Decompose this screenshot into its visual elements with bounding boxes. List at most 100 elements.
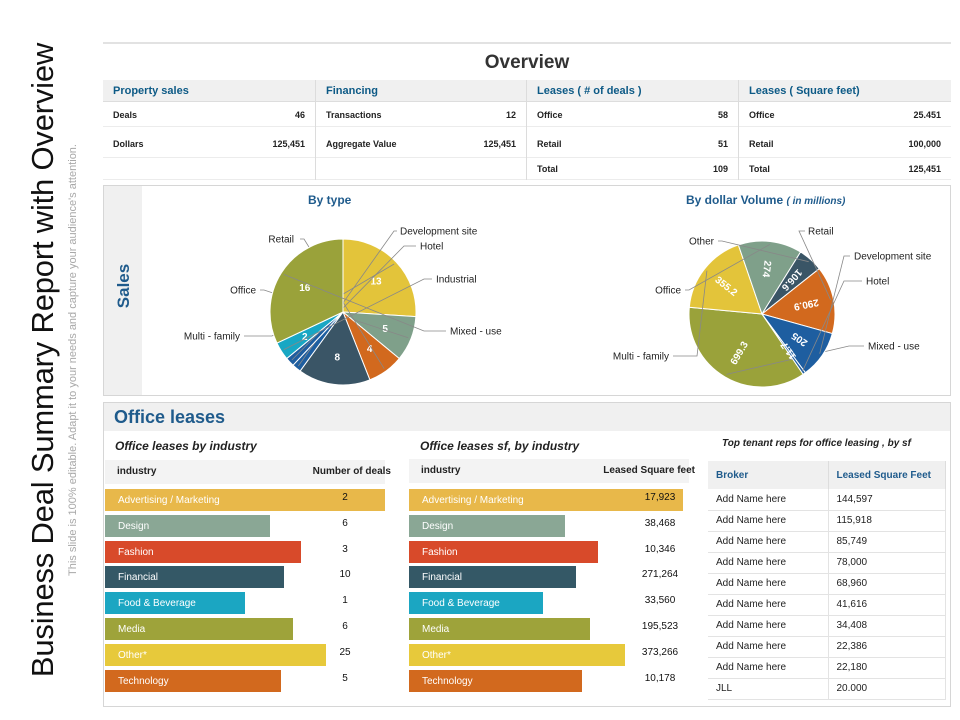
row-value: 125,451 bbox=[483, 138, 516, 149]
broker-name: Add Name here bbox=[708, 594, 829, 616]
overview-row: Total 109 bbox=[527, 158, 738, 180]
broker-header: Broker bbox=[708, 461, 829, 489]
bar-other: Other* bbox=[105, 643, 327, 666]
pie-callout-line bbox=[726, 345, 864, 375]
bar-value-label: 6 bbox=[342, 621, 348, 632]
row-label: Transactions bbox=[326, 109, 382, 120]
broker-sf: 22,180 bbox=[828, 657, 946, 679]
pie-category-label: Hotel bbox=[420, 242, 443, 253]
bar-media: Media bbox=[409, 618, 590, 640]
overview-row: Aggregate Value 125,451 bbox=[316, 130, 526, 158]
deals-header: Number of deals bbox=[312, 466, 391, 477]
bar-value-label: 5 bbox=[342, 672, 348, 684]
pie-category-label: Multi - family bbox=[184, 332, 240, 343]
bar-financial: Financial bbox=[409, 566, 577, 589]
overview-col-leases-deals: Leases ( # of deals ) Office 58 Retail 51 … bbox=[526, 80, 738, 180]
bar-value-label: 195,523 bbox=[641, 621, 679, 632]
bar-financial: Financial bbox=[105, 566, 285, 589]
broker-sf: 85,749 bbox=[828, 531, 946, 553]
broker-sf: 115,918 bbox=[828, 510, 946, 532]
table-row: Add Name here 78,000 bbox=[708, 552, 946, 574]
bar-other: Other* bbox=[409, 643, 626, 666]
overview-row: Office 25.451 bbox=[739, 103, 951, 127]
bar-food-beverage: Food & Beverage bbox=[409, 592, 544, 615]
row-value: 12 bbox=[505, 109, 516, 120]
table-row: Add Name here 85,749 bbox=[708, 531, 946, 553]
overview-row: Retail 100,000 bbox=[739, 130, 951, 158]
pie-value-label: 5 bbox=[382, 324, 388, 335]
broker-sf-header: Leased Square Feet bbox=[828, 461, 946, 489]
row-label: Total bbox=[749, 163, 770, 174]
broker-sf: 20.000 bbox=[828, 678, 946, 700]
table-row: Add Name here 68,960 bbox=[708, 573, 946, 595]
page-subtitle: This slide is 100% editable. Adapt it to… bbox=[67, 144, 79, 576]
broker-sf: 78,000 bbox=[828, 552, 946, 574]
pie-callout-line bbox=[819, 255, 850, 354]
pie-volume-title-text: By dollar Volume bbox=[686, 193, 784, 207]
row-value: 100,000 bbox=[908, 138, 941, 149]
pie-slice-mixed-use bbox=[269, 238, 344, 344]
pie-callout-line bbox=[283, 278, 432, 350]
table-row: Add Name here 22,180 bbox=[708, 657, 946, 679]
bar-value-label: 38,468 bbox=[644, 517, 676, 529]
row-label: Retail bbox=[749, 138, 774, 149]
table-row: Add Name here 115,918 bbox=[708, 510, 946, 532]
row-label: Dollars bbox=[113, 138, 144, 149]
sf-table-header: industry Leased Square feet bbox=[409, 459, 695, 483]
bar-value-label: 10,178 bbox=[644, 672, 676, 684]
broker-sf: 144,597 bbox=[828, 489, 946, 511]
table-row: Add Name here 41,616 bbox=[708, 594, 946, 616]
broker-name: JLL bbox=[708, 678, 829, 700]
pie-slice-multi-family bbox=[342, 238, 417, 318]
broker-sf: 68,960 bbox=[828, 573, 946, 595]
bar-value-label: 17,923 bbox=[644, 492, 676, 503]
bar-value-label: 33,560 bbox=[644, 595, 676, 607]
pie-volume-unit: ( in millions) bbox=[786, 196, 846, 207]
overview-section: Overview Property sales Deals 46 Dollars 1… bbox=[103, 42, 951, 180]
pie-category-label: Mixed - use bbox=[868, 342, 920, 353]
broker-name: Add Name here bbox=[708, 615, 829, 637]
bar-fashion: Fashion bbox=[409, 540, 599, 563]
pie-callout-line bbox=[283, 274, 446, 332]
bar-value-label: 271,264 bbox=[641, 569, 679, 581]
office-leases-title: Office leases bbox=[114, 407, 226, 427]
broker-name: Add Name here bbox=[708, 552, 829, 574]
office-leases-section: Office leases Office leases by industry … bbox=[103, 402, 951, 707]
overview-header: Financing bbox=[316, 80, 526, 102]
broker-name: Add Name here bbox=[708, 489, 829, 511]
broker-table: Broker Leased Square Feet Add Name here 1… bbox=[708, 461, 946, 700]
broker-sf: 22,386 bbox=[828, 636, 946, 658]
bar-value-label: 6 bbox=[342, 517, 348, 529]
pie-type-title: By type bbox=[308, 193, 352, 207]
pie-category-label: Industrial bbox=[436, 275, 477, 286]
overview-grid: Property sales Deals 46 Dollars 125,451 Fi… bbox=[103, 80, 951, 180]
pie-category-label: Development site bbox=[400, 227, 478, 238]
broker-header-row: Broker Leased Square Feet bbox=[708, 461, 946, 489]
broker-name: Add Name here bbox=[708, 657, 829, 679]
industry-table-header: industry Number of deals bbox=[105, 460, 391, 484]
row-value: 125,451 bbox=[908, 163, 941, 174]
pie-category-label: Mixed - use bbox=[450, 327, 502, 338]
row-value: 58 bbox=[717, 109, 728, 120]
pie-value-label: 2 bbox=[302, 332, 308, 343]
pie-category-label: Office bbox=[230, 286, 256, 297]
sf-chart-title: Office leases sf, by industry bbox=[420, 439, 580, 453]
tenant-reps-title: Top tenant reps for office leasing , by … bbox=[722, 438, 911, 449]
table-row: Add Name here 144,597 bbox=[708, 489, 946, 511]
broker-name: Add Name here bbox=[708, 573, 829, 595]
title-area: Business Deal Summary Report with Overvi… bbox=[0, 0, 100, 720]
bar-value-label: 3 bbox=[342, 543, 348, 555]
bar-media: Media bbox=[105, 618, 293, 640]
row-label: Retail bbox=[537, 138, 562, 149]
pie-category-label: Retail bbox=[808, 227, 834, 238]
pie-callout-line bbox=[798, 230, 832, 301]
row-value: 46 bbox=[294, 109, 305, 120]
pie-category-label: Retail bbox=[268, 235, 294, 246]
pie-callout-line bbox=[260, 289, 409, 339]
pie-callout-line bbox=[685, 244, 771, 291]
bar-value-label: 10,346 bbox=[644, 543, 676, 555]
bar-fashion: Fashion bbox=[105, 540, 301, 563]
overview-row bbox=[103, 158, 315, 180]
row-value: 25.451 bbox=[913, 109, 941, 120]
row-value: 125,451 bbox=[272, 138, 305, 149]
